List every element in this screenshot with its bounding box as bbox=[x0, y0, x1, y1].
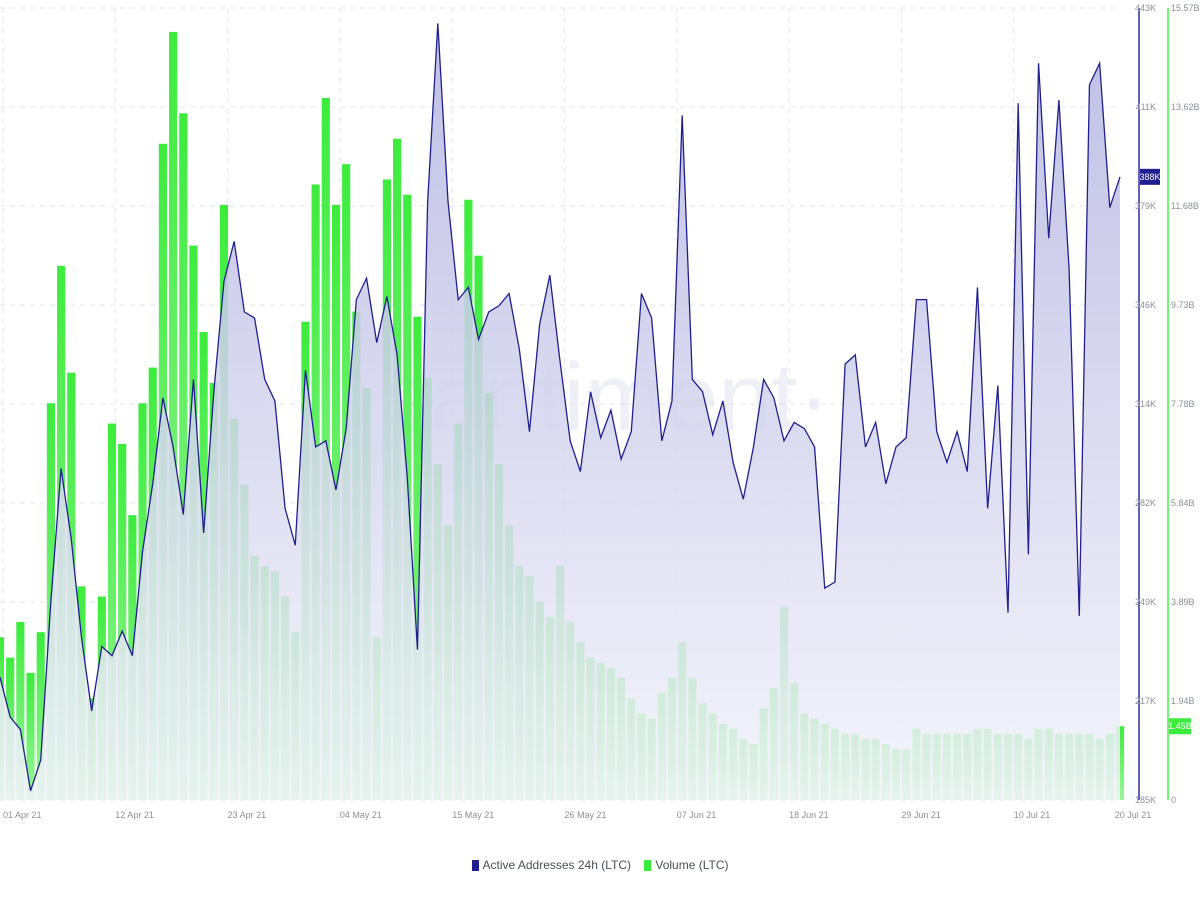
left-tick-label: 249K bbox=[1135, 597, 1156, 607]
right-tick-label: 15.57B bbox=[1171, 3, 1200, 13]
x-tick-label: 29 Jun 21 bbox=[901, 810, 941, 820]
volume-current-value: 1.45B bbox=[1168, 721, 1192, 731]
x-tick-label: 23 Apr 21 bbox=[228, 810, 267, 820]
volume-current-badge bbox=[1169, 718, 1191, 735]
volume-bar bbox=[413, 316, 422, 800]
right-tick-label: 13.62B bbox=[1171, 102, 1200, 112]
x-tick-label: 04 May 21 bbox=[340, 810, 382, 820]
right-tick-label: 5.84B bbox=[1171, 498, 1195, 508]
legend-item-volume[interactable]: Volume (LTC) bbox=[644, 858, 729, 872]
volume-bar bbox=[118, 443, 127, 800]
x-tick-label: 18 Jun 21 bbox=[789, 810, 829, 820]
legend-label-volume: Volume (LTC) bbox=[655, 858, 729, 872]
right-tick-label: 0 bbox=[1171, 795, 1176, 805]
right-tick-label: 3.89B bbox=[1171, 597, 1195, 607]
left-tick-label: 379K bbox=[1135, 201, 1156, 211]
legend: Active Addresses 24h (LTC) Volume (LTC) bbox=[0, 858, 1200, 874]
legend-item-active-addresses[interactable]: Active Addresses 24h (LTC) bbox=[471, 858, 632, 872]
volume-bar bbox=[169, 31, 178, 801]
x-tick-label: 15 May 21 bbox=[452, 810, 494, 820]
volume-bar bbox=[26, 672, 35, 800]
left-tick-label: 411K bbox=[1136, 102, 1156, 112]
right-tick-label: 7.78B bbox=[1171, 399, 1195, 409]
right-tick-label: 1.94B bbox=[1171, 696, 1195, 706]
left-tick-label: 282K bbox=[1135, 498, 1156, 508]
x-tick-label: 01 Apr 21 bbox=[3, 810, 42, 820]
active-addresses-line bbox=[0, 23, 1121, 791]
legend-label-active-addresses: Active Addresses 24h (LTC) bbox=[482, 858, 632, 872]
left-tick-label: 217K bbox=[1135, 696, 1156, 706]
x-tick-label: 20 Jul 21 bbox=[1115, 810, 1152, 820]
right-tick-label: 9.73B bbox=[1171, 300, 1195, 310]
x-tick-label: 10 Jul 21 bbox=[1014, 810, 1051, 820]
active-current-badge bbox=[1140, 168, 1160, 185]
volume-bar bbox=[179, 113, 188, 801]
x-tick-label: 26 May 21 bbox=[565, 810, 607, 820]
volume-bar bbox=[1115, 726, 1125, 800]
x-tick-label: 07 Jun 21 bbox=[677, 810, 717, 820]
volume-bar bbox=[16, 621, 25, 800]
x-axis-ticks: 01 Apr 21 12 Apr 21 23 Apr 21 04 May 21 15 M… bbox=[3, 810, 1151, 820]
active-current-value: 388K bbox=[1139, 172, 1160, 182]
current-value-badges: 388K 1.45B bbox=[1139, 168, 1192, 735]
left-tick-label: 185K bbox=[1135, 795, 1156, 805]
left-tick-label: 314K bbox=[1135, 399, 1156, 409]
active-addresses-area bbox=[0, 23, 1120, 801]
left-axis-ticks: 443K 411K 379K 346K 314K 282K 249K 217K 185K bbox=[1135, 3, 1156, 805]
legend-swatch-volume bbox=[644, 859, 652, 871]
left-tick-label: 346K bbox=[1135, 300, 1156, 310]
left-tick-label: 443K bbox=[1135, 3, 1156, 13]
x-tick-label: 12 Apr 21 bbox=[115, 810, 154, 820]
legend-swatch-active-addresses bbox=[471, 859, 479, 871]
right-axis-ticks: 15.57B 13.62B 11.68B 9.73B 7.78B 5.84B 3.89B 1.… bbox=[1171, 3, 1200, 805]
volume-bar bbox=[107, 423, 117, 800]
volume-bar bbox=[36, 632, 45, 800]
right-tick-label: 11.68B bbox=[1171, 201, 1199, 211]
